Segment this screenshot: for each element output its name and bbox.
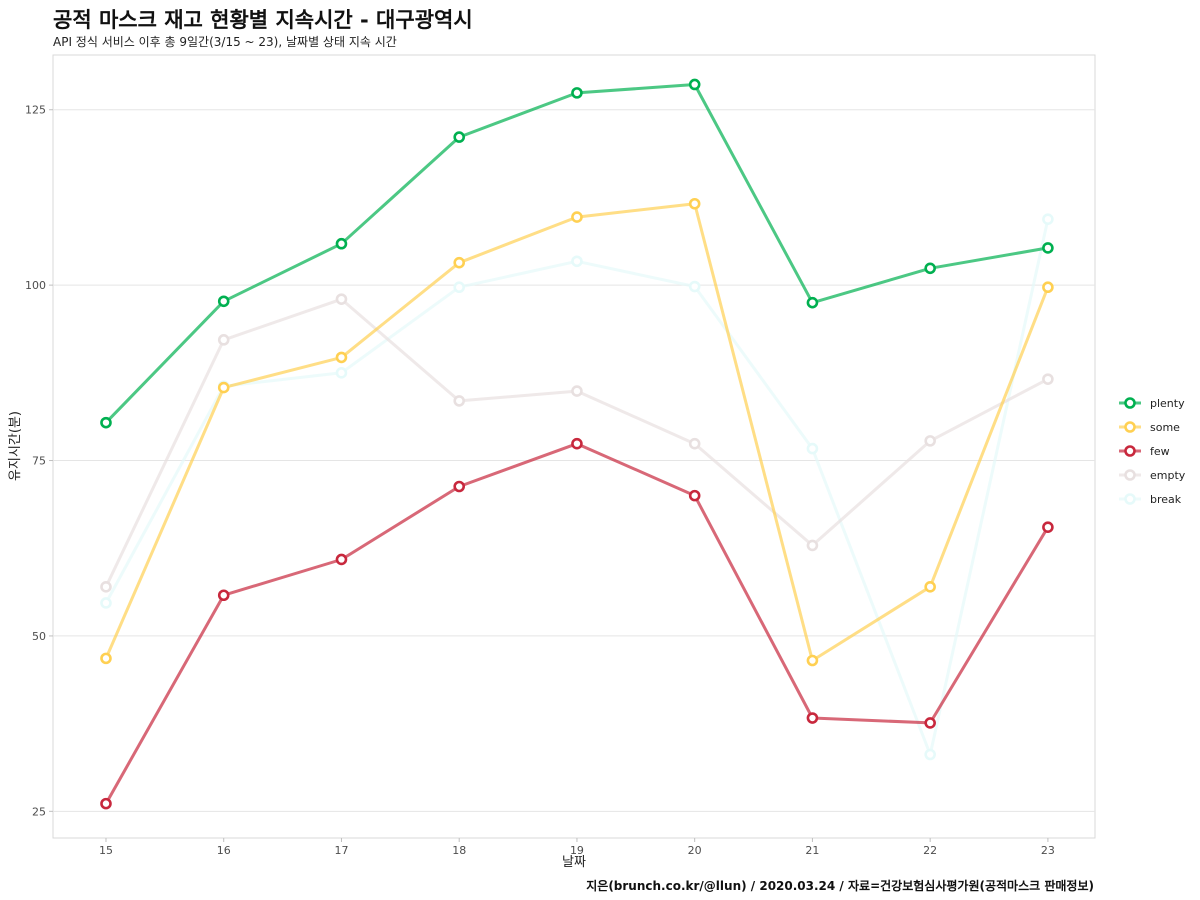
point-some-15: [100, 652, 112, 665]
point-empty-22: [924, 435, 936, 447]
point-some-18: [453, 256, 466, 269]
point-empty-21: [806, 539, 819, 552]
point-plenty-16: [217, 295, 230, 308]
legend-key-point: [1124, 421, 1136, 433]
point-empty-17: [335, 293, 348, 305]
legend-item-empty: empty: [1119, 469, 1186, 482]
legend-item-few: few: [1119, 445, 1170, 458]
point-some-22: [924, 581, 936, 593]
chart-caption: 지은(brunch.co.kr/@llun) / 2020.03.24 / 자료…: [586, 879, 1094, 893]
point-break-19: [571, 255, 583, 268]
point-few-20: [688, 489, 701, 502]
point-some-23: [1042, 281, 1054, 294]
series-points: [100, 78, 1054, 810]
point-few-23: [1042, 521, 1054, 533]
y-axis-title: 유지시간(분): [8, 411, 23, 481]
y-axis-ticks: 25 50 75 100 125: [25, 104, 53, 818]
point-empty-15: [100, 581, 112, 593]
x-tick-label: 17: [334, 844, 348, 857]
point-plenty-20: [688, 78, 701, 91]
point-few-19: [571, 437, 583, 450]
legend-key-point: [1124, 397, 1136, 409]
legend-item-some: some: [1119, 421, 1180, 434]
x-tick-label: 21: [805, 844, 819, 857]
x-axis-ticks: 15 16 17 18 19 20 21 22 23: [99, 838, 1055, 857]
point-break-22: [924, 748, 936, 761]
point-empty-19: [571, 385, 583, 397]
legend-label: plenty: [1150, 397, 1185, 410]
point-plenty-17: [335, 237, 348, 250]
point-some-19: [571, 211, 583, 223]
x-tick-label: 22: [923, 844, 937, 857]
point-plenty-22: [924, 262, 936, 275]
point-break-15: [100, 597, 112, 609]
y-tick-label: 125: [25, 104, 46, 117]
y-tick-label: 75: [32, 455, 46, 468]
grid-lines: [53, 109, 1095, 812]
point-few-21: [806, 712, 819, 724]
point-few-16: [217, 589, 230, 602]
point-some-20: [688, 197, 701, 210]
legend-key-point: [1124, 445, 1136, 457]
chart-subtitle: API 정식 서비스 이후 총 9일간(3/15 ~ 23), 날짜별 상태 지…: [53, 35, 397, 49]
point-break-17: [335, 367, 348, 379]
legend-key-point: [1124, 469, 1136, 481]
point-few-22: [924, 717, 936, 729]
x-tick-label: 19: [570, 844, 584, 857]
legend-item-plenty: plenty: [1119, 397, 1185, 410]
point-break-20: [688, 280, 701, 293]
point-some-16: [217, 381, 230, 394]
point-plenty-23: [1042, 242, 1054, 254]
y-tick-label: 100: [25, 279, 46, 292]
x-tick-label: 18: [452, 844, 466, 857]
legend-key-point: [1124, 493, 1136, 505]
point-empty-16: [217, 334, 230, 346]
legend-item-break: break: [1119, 493, 1182, 506]
point-some-17: [335, 351, 348, 364]
legend-label: break: [1150, 493, 1182, 506]
point-break-23: [1042, 213, 1054, 225]
point-empty-18: [453, 395, 466, 407]
legend-label: some: [1150, 421, 1180, 434]
point-empty-20: [688, 437, 701, 450]
point-few-18: [453, 480, 466, 493]
y-tick-label: 50: [32, 630, 46, 643]
x-tick-label: 20: [688, 844, 702, 857]
point-plenty-18: [453, 131, 466, 143]
point-some-21: [806, 654, 819, 667]
y-tick-label: 25: [32, 805, 46, 818]
x-tick-label: 15: [99, 844, 113, 857]
point-few-15: [100, 797, 112, 810]
point-plenty-15: [100, 416, 112, 429]
legend: plenty some few empty break: [1119, 397, 1186, 506]
x-tick-label: 16: [217, 844, 231, 857]
x-tick-label: 23: [1041, 844, 1055, 857]
point-plenty-21: [806, 296, 819, 309]
legend-label: empty: [1150, 469, 1186, 482]
point-break-21: [806, 442, 819, 455]
point-empty-23: [1042, 373, 1054, 385]
x-axis-title: 날짜: [562, 855, 586, 870]
point-break-18: [453, 281, 466, 294]
point-plenty-19: [571, 87, 583, 99]
legend-label: few: [1150, 445, 1170, 458]
chart-title: 공적 마스크 재고 현황별 지속시간 - 대구광역시: [53, 8, 473, 32]
point-few-17: [335, 553, 348, 566]
